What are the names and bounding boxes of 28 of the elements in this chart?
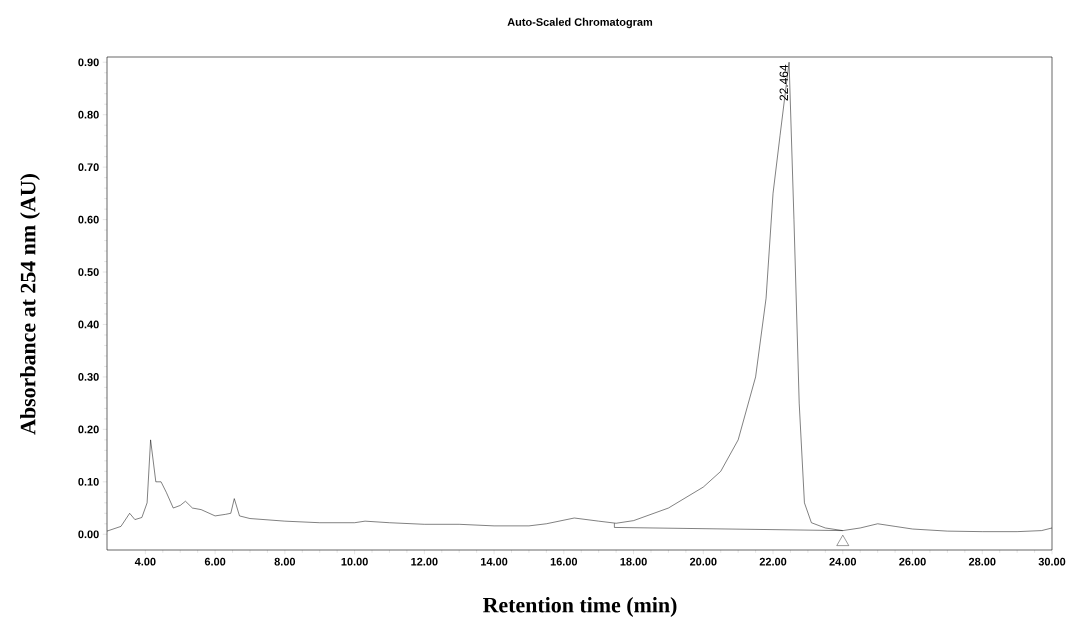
x-tick-label: 16.00 [550, 557, 578, 566]
y-axis-title: Absorbance at 254 nm (AU) [20, 174, 40, 435]
x-tick-label: 14.00 [481, 557, 508, 566]
y-tick-label: 0.90 [78, 58, 99, 67]
x-tick-label: 26.00 [899, 557, 926, 566]
x-tick-label: 24.00 [829, 557, 857, 566]
x-tick-label: 12.00 [411, 557, 438, 566]
x-axis-title: Retention time (min) [482, 597, 677, 617]
y-tick-label: 0.50 [78, 268, 99, 276]
x-tick-label: 30.00 [1038, 557, 1066, 566]
y-tick-label: 0.00 [78, 530, 99, 539]
x-tick-label: 6.00 [204, 557, 226, 566]
y-tick-label: 0.40 [78, 320, 99, 329]
x-tick-label: 18.00 [620, 557, 647, 566]
annotation: 22.464 [779, 64, 789, 101]
y-tick-label: 0.30 [78, 373, 99, 381]
x-tick-label: 20.00 [689, 557, 717, 566]
x-tick-label: 28.00 [968, 557, 996, 566]
x-tick-label: 10.00 [341, 557, 368, 566]
y-tick-label: 0.20 [78, 425, 99, 434]
y-tick-label: 0.10 [78, 477, 99, 486]
chart-title: Auto-Scaled Chromatogram [507, 17, 653, 29]
x-tick-label: 8.00 [274, 557, 296, 566]
y-tick-label: 0.80 [78, 110, 99, 119]
x-tick-label: 22.00 [759, 557, 787, 566]
y-tick-label: 0.60 [78, 215, 99, 224]
x-tick-label: 4.00 [134, 557, 156, 566]
y-tick-label: 0.70 [78, 163, 99, 172]
